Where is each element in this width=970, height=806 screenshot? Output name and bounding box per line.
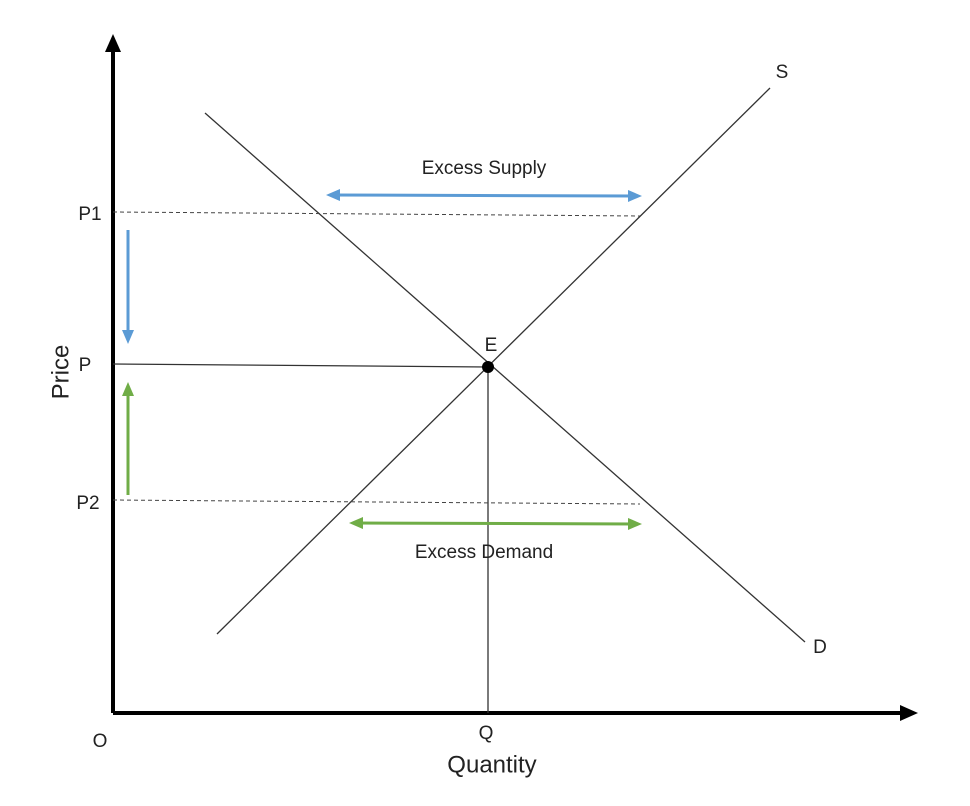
demand-curve (204, 112, 806, 643)
y-axis-arrow (105, 34, 121, 52)
equilibrium-price-line (112, 363, 489, 368)
excess-demand-label: Excess Demand (415, 542, 553, 563)
x-axis-label: Quantity (447, 751, 536, 778)
excess-supply-arrow (326, 189, 642, 202)
p2-label: P2 (76, 493, 99, 514)
equilibrium-point (482, 361, 494, 373)
x-axis-arrow (900, 705, 918, 721)
p-label: P (79, 355, 92, 376)
y-axis-label: Price (47, 345, 74, 400)
equilibrium-label: E (485, 335, 498, 356)
supply-label: S (776, 62, 789, 83)
q-label: Q (479, 723, 494, 744)
excess-demand-arrow (349, 517, 642, 530)
p2-line (112, 499, 641, 505)
p1-line (112, 211, 641, 217)
p1-label: P1 (78, 204, 101, 225)
supply-curve (216, 87, 771, 635)
excess-supply-label: Excess Supply (422, 158, 547, 179)
origin-label: O (93, 731, 108, 752)
demand-label: D (813, 637, 827, 658)
